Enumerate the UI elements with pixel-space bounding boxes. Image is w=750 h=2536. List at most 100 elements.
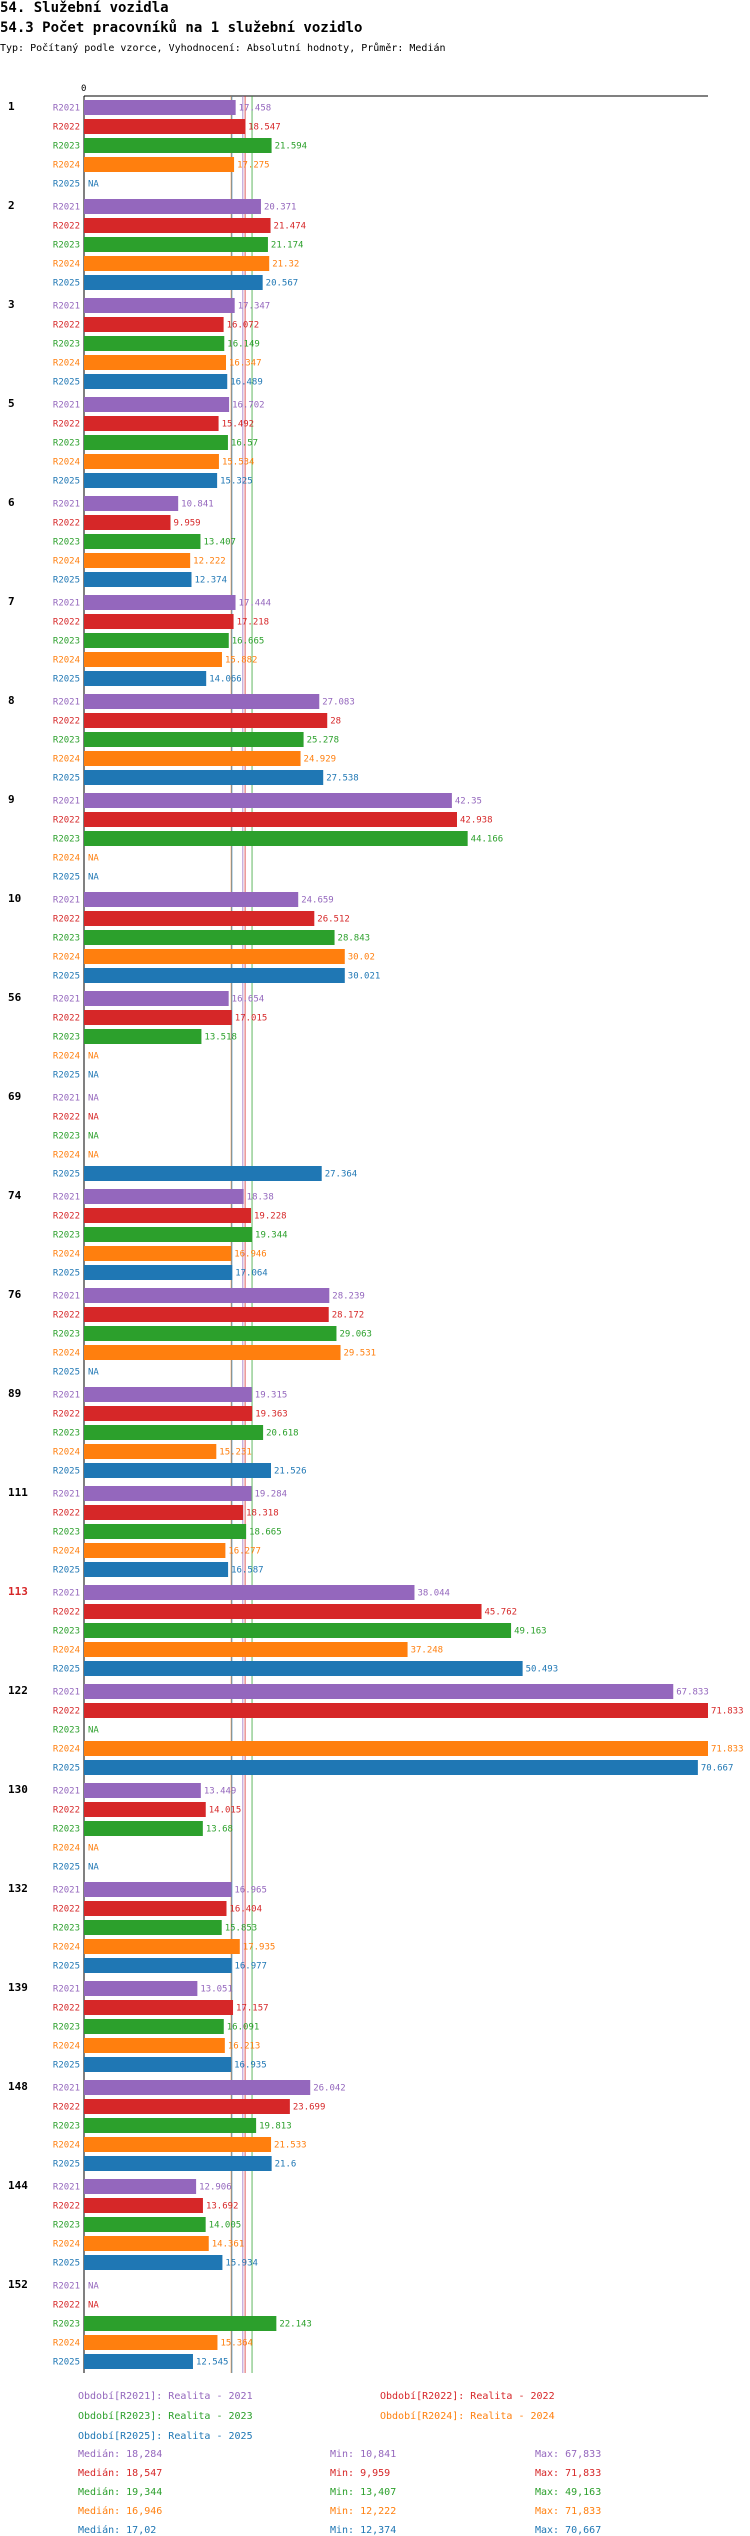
bar-r2022 xyxy=(84,317,224,332)
value-label: 16.654 xyxy=(232,995,265,1005)
series-label-r2023: R2023 xyxy=(53,1528,80,1538)
bar-r2023 xyxy=(84,1821,203,1836)
value-label: 17.218 xyxy=(237,618,270,628)
page-title: 54. Služební vozidla xyxy=(0,0,169,16)
bar-r2025 xyxy=(84,572,192,587)
bar-r2021 xyxy=(84,793,452,808)
group-label: 1 xyxy=(8,100,15,113)
value-label: 14.361 xyxy=(212,2240,245,2250)
group-label: 89 xyxy=(8,1387,21,1400)
value-label: 12.374 xyxy=(194,576,227,586)
series-label-r2024: R2024 xyxy=(53,755,80,765)
bar-r2024 xyxy=(84,949,345,964)
series-label-r2021: R2021 xyxy=(53,1787,80,1797)
bar-r2021 xyxy=(84,1981,198,1996)
value-label: 22.143 xyxy=(279,2320,312,2330)
bar-r2023 xyxy=(84,1623,512,1638)
value-label: 26.042 xyxy=(313,2084,346,2094)
bar-r2021 xyxy=(84,1486,252,1501)
bar-r2022 xyxy=(84,2000,234,2015)
bar-r2024 xyxy=(84,2137,272,2152)
value-label: 21.533 xyxy=(274,2141,307,2151)
value-label: 21.474 xyxy=(274,222,307,232)
series-label-r2025: R2025 xyxy=(53,1467,80,1477)
series-label-r2022: R2022 xyxy=(53,2103,80,2113)
bar-r2021 xyxy=(84,100,236,115)
series-label-r2022: R2022 xyxy=(53,915,80,925)
series-label-r2023: R2023 xyxy=(53,241,80,251)
series-label-r2021: R2021 xyxy=(53,1589,80,1599)
value-label: 19.813 xyxy=(259,2122,292,2132)
bar-r2024 xyxy=(84,1345,341,1360)
series-label-r2022: R2022 xyxy=(53,321,80,331)
bar-r2024 xyxy=(84,1939,240,1954)
series-label-r2023: R2023 xyxy=(53,2320,80,2330)
series-label-r2024: R2024 xyxy=(53,557,80,567)
series-label-r2025: R2025 xyxy=(53,477,80,487)
value-label: 18.38 xyxy=(247,1193,274,1203)
bar-r2023 xyxy=(84,138,272,153)
na-label: NA xyxy=(88,180,99,190)
series-label-r2025: R2025 xyxy=(53,1764,80,1774)
value-label: 15.364 xyxy=(220,2339,253,2349)
bar-r2022 xyxy=(84,1802,206,1817)
na-label: NA xyxy=(88,2301,99,2311)
series-label-r2025: R2025 xyxy=(53,1962,80,1972)
bar-r2024 xyxy=(84,1642,408,1657)
bar-r2022 xyxy=(84,713,328,728)
stat-min-r2023: Min: 13,407 xyxy=(330,2487,397,2498)
value-label: 18.547 xyxy=(248,123,281,133)
na-label: NA xyxy=(88,1863,99,1873)
group-label: 132 xyxy=(8,1882,28,1895)
series-label-r2025: R2025 xyxy=(53,2358,80,2368)
series-label-r2023: R2023 xyxy=(53,1726,80,1736)
series-label-r2023: R2023 xyxy=(53,1231,80,1241)
bar-r2024 xyxy=(84,454,219,469)
bar-r2025 xyxy=(84,1463,271,1478)
na-label: NA xyxy=(88,873,99,883)
bar-r2025 xyxy=(84,2156,272,2171)
value-label: 25.278 xyxy=(307,736,340,746)
value-label: 14.066 xyxy=(209,675,242,685)
series-label-r2024: R2024 xyxy=(53,1052,80,1062)
value-label: 17.064 xyxy=(235,1269,268,1279)
series-label-r2025: R2025 xyxy=(53,1269,80,1279)
value-label: 38.044 xyxy=(417,1589,450,1599)
group-label: 113 xyxy=(8,1585,28,1598)
series-label-r2022: R2022 xyxy=(53,1806,80,1816)
bar-r2023 xyxy=(84,1920,222,1935)
series-label-r2024: R2024 xyxy=(53,2042,80,2052)
value-label: 21.526 xyxy=(274,1467,307,1477)
bar-r2023 xyxy=(84,633,229,648)
series-label-r2021: R2021 xyxy=(53,1985,80,1995)
value-label: 17.275 xyxy=(237,161,270,171)
chart-title: 54.3 Počet pracovníků na 1 služební vozi… xyxy=(0,20,363,36)
value-label: 26.512 xyxy=(317,915,350,925)
series-label-r2024: R2024 xyxy=(53,1745,80,1755)
bar-r2022 xyxy=(84,1505,244,1520)
value-label: 37.248 xyxy=(411,1646,444,1656)
value-label: 16.149 xyxy=(227,340,260,350)
value-label: 29.531 xyxy=(344,1349,377,1359)
bar-r2023 xyxy=(84,2019,224,2034)
bar-r2024 xyxy=(84,652,222,667)
series-label-r2025: R2025 xyxy=(53,1368,80,1378)
group-label: 111 xyxy=(8,1486,28,1499)
bar-r2021 xyxy=(84,1387,252,1402)
na-label: NA xyxy=(88,1844,99,1854)
value-label: 13.051 xyxy=(200,1985,233,1995)
bar-r2024 xyxy=(84,553,191,568)
series-label-r2025: R2025 xyxy=(53,873,80,883)
group-label: 5 xyxy=(8,397,15,410)
series-label-r2022: R2022 xyxy=(53,420,80,430)
series-label-r2024: R2024 xyxy=(53,656,80,666)
value-label: 12.906 xyxy=(199,2183,232,2193)
group-label: 152 xyxy=(8,2278,28,2291)
bar-r2022 xyxy=(84,911,315,926)
bar-r2022 xyxy=(84,119,246,134)
value-label: 27.083 xyxy=(322,698,355,708)
bar-r2023 xyxy=(84,930,335,945)
group-label: 130 xyxy=(8,1783,28,1796)
stat-min-r2024: Min: 12,222 xyxy=(330,2506,397,2517)
bar-r2021 xyxy=(84,892,299,907)
